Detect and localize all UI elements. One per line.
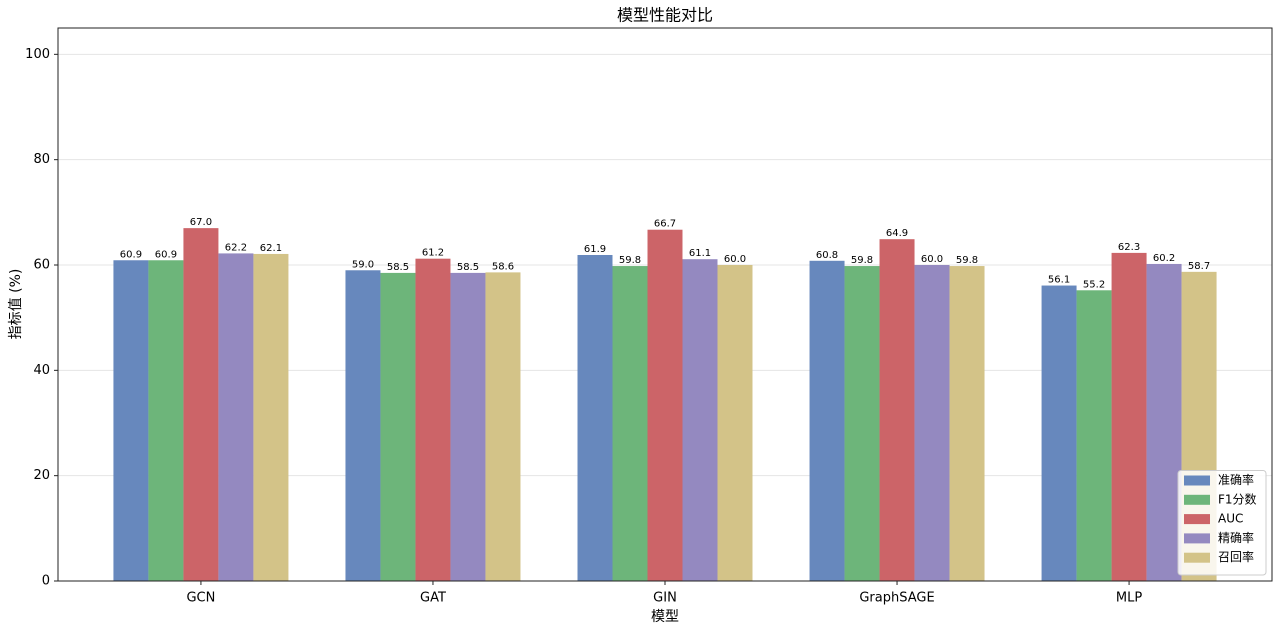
value-label: 60.9: [120, 249, 142, 260]
bar: [844, 266, 880, 581]
bars: 60.9 60.9 67.0 62.2 62.1 59.0 58.5 61.2 58.5 58.6…: [113, 217, 1217, 582]
value-label: 62.2: [225, 242, 247, 253]
legend-label: F1分数: [1218, 491, 1257, 506]
bar: [113, 260, 149, 581]
bar: [809, 260, 845, 581]
bar: [1111, 252, 1147, 582]
value-label: 60.0: [921, 254, 943, 265]
legend-swatch: [1184, 475, 1210, 486]
value-label: 67.0: [190, 217, 212, 228]
x-tick-label: GIN: [653, 591, 677, 606]
value-label: 58.7: [1188, 261, 1210, 272]
bar: [380, 272, 416, 581]
legend-label: 精确率: [1218, 530, 1254, 545]
bar: [577, 254, 613, 581]
y-tick-label: 80: [33, 152, 50, 167]
value-label: 59.8: [619, 255, 641, 266]
x-tick-label: GCN: [186, 591, 215, 606]
legend-swatch: [1184, 552, 1210, 563]
bar: [450, 272, 486, 581]
y-tick-label: 0: [42, 574, 50, 589]
value-label: 61.2: [422, 248, 444, 259]
y-tick-label: 60: [33, 258, 50, 273]
y-axis-label: 指标值 (%): [8, 269, 24, 340]
bar: [1146, 263, 1182, 581]
value-label: 59.8: [956, 255, 978, 266]
bar: [183, 228, 219, 581]
bar: [253, 253, 289, 581]
plot-frame: [57, 27, 1273, 582]
value-label: 62.3: [1118, 242, 1140, 253]
bar: [148, 260, 184, 581]
chart-title: 模型性能对比: [617, 6, 713, 25]
bar: [415, 258, 451, 581]
bar: [647, 229, 683, 582]
bar: [1076, 290, 1112, 581]
bar: [949, 266, 985, 581]
x-tick-label: GraphSAGE: [859, 591, 934, 606]
bar: [612, 266, 648, 581]
legend-swatch: [1184, 533, 1210, 544]
bar: [717, 265, 753, 581]
bar: [485, 272, 521, 581]
legend-label: 准确率: [1218, 472, 1254, 487]
legend-label: AUC: [1218, 512, 1243, 526]
value-label: 61.1: [689, 248, 711, 259]
bar: [218, 253, 254, 581]
value-label: 64.9: [886, 228, 908, 239]
value-label: 55.2: [1083, 279, 1105, 290]
bar: [345, 270, 381, 581]
bar: [879, 239, 915, 581]
value-label: 62.1: [260, 243, 282, 254]
value-label: 60.0: [724, 254, 746, 265]
value-label: 59.8: [851, 255, 873, 266]
legend-label: 召回率: [1218, 549, 1254, 564]
value-label: 60.9: [155, 249, 177, 260]
value-label: 60.8: [816, 250, 838, 261]
value-label: 61.9: [584, 244, 606, 255]
value-label: 58.5: [387, 262, 409, 273]
value-label: 66.7: [654, 219, 676, 230]
y-tick-label: 40: [33, 363, 50, 378]
bar: [1041, 285, 1077, 581]
value-label: 58.6: [492, 261, 514, 272]
value-label: 59.0: [352, 259, 374, 270]
value-label: 60.2: [1153, 253, 1175, 264]
bar: [682, 259, 718, 581]
bar: [914, 265, 950, 581]
y-tick-label: 20: [33, 468, 50, 483]
value-label: 58.5: [457, 262, 479, 273]
x-tick-label: MLP: [1116, 591, 1142, 606]
legend-swatch: [1184, 494, 1210, 505]
legend-swatch: [1184, 514, 1210, 525]
value-label: 56.1: [1048, 275, 1070, 286]
x-axis-label: 模型: [651, 609, 679, 625]
x-tick-label: GAT: [420, 591, 446, 606]
y-tick-label: 100: [25, 47, 50, 62]
